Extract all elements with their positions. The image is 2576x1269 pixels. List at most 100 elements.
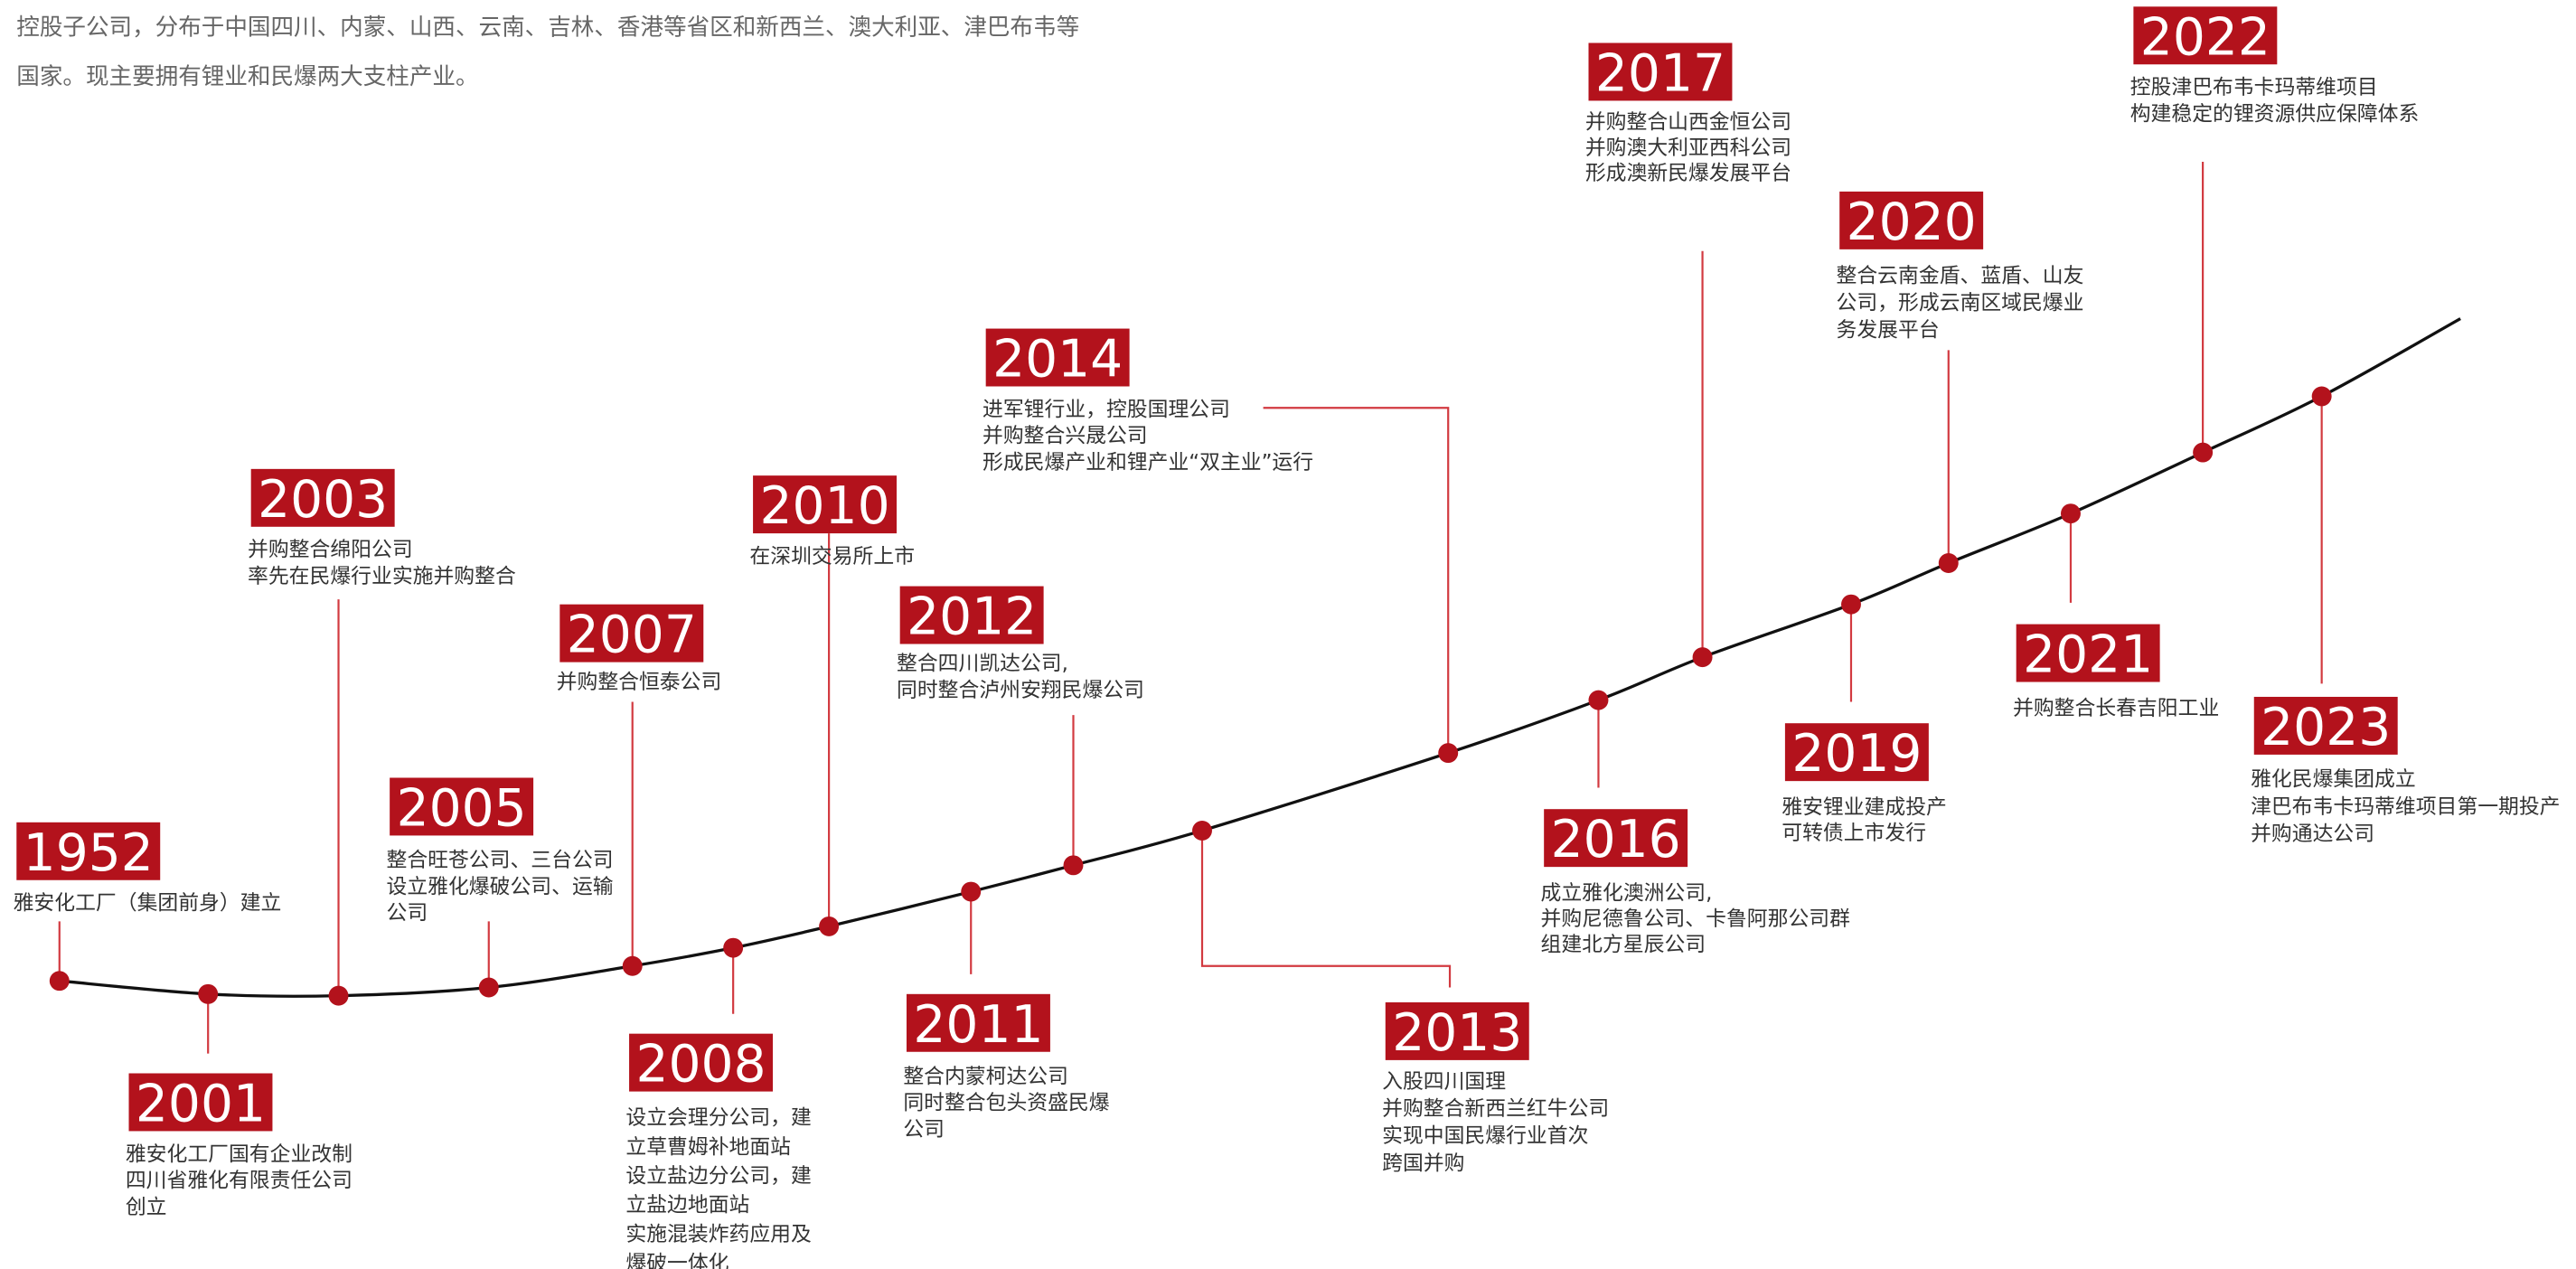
- event-desc: 设立雅化爆破公司、运输: [387, 875, 614, 898]
- event-desc: 雅安锂业建成投产: [1782, 796, 1947, 820]
- event-desc: 入股四川国理: [1382, 1070, 1506, 1094]
- event-desc: 实现中国民爆行业首次: [1382, 1124, 1588, 1148]
- event-desc: 创立: [126, 1196, 167, 1219]
- year-label: 2003: [258, 470, 388, 530]
- event-desc: 并购通达公司: [2251, 822, 2374, 846]
- year-label: 1952: [24, 823, 154, 883]
- event-desc: 跨国并购: [1382, 1152, 1464, 1175]
- year-label: 2023: [2261, 698, 2391, 757]
- year-box: [1839, 191, 1984, 249]
- event-desc: 雅化民爆集团成立: [2251, 768, 2416, 792]
- event-desc: 同时整合包头资盛民爆: [903, 1092, 1109, 1115]
- year-box: [629, 1033, 773, 1092]
- year-label: 2022: [2140, 7, 2270, 67]
- event-dot: [1692, 647, 1713, 668]
- event-desc: 设立会理分公司，建: [625, 1106, 811, 1130]
- event-desc: 并购整合绵阳公司: [248, 539, 413, 562]
- event-dot: [961, 881, 982, 902]
- event-desc: 公司，形成云南区域民爆业: [1837, 292, 2084, 315]
- year-label: 2007: [567, 606, 697, 665]
- year-label: 2021: [2023, 625, 2153, 685]
- year-label: 2014: [992, 330, 1123, 390]
- event-desc: 务发展平台: [1837, 319, 1940, 343]
- event-dot: [622, 955, 643, 976]
- event-dot: [819, 916, 840, 936]
- connector: [1200, 830, 1452, 988]
- year-box: [559, 604, 704, 663]
- year-box: [128, 1073, 273, 1132]
- event-dot: [2311, 386, 2332, 407]
- event-desc: 整合旺苍公司、三台公司: [387, 849, 614, 872]
- event-desc: 并购尼德鲁公司、卡鲁阿那公司群: [1541, 907, 1850, 931]
- year-label: 2001: [136, 1074, 266, 1133]
- year-box: [985, 328, 1130, 387]
- event-dot: [1588, 690, 1609, 710]
- event-desc: 立盐边地面站: [625, 1194, 749, 1217]
- year-box: [2016, 624, 2160, 682]
- event-dot: [723, 937, 744, 958]
- event-dot: [2193, 442, 2214, 463]
- year-label: 2019: [1791, 724, 1922, 784]
- intro-text: 控股子公司，分布于中国四川、内蒙、山西、云南、吉林、香港等省区和新西兰、澳大利亚…: [16, 14, 1079, 41]
- year-box: [250, 468, 395, 527]
- event-desc: 在深圳交易所上市: [749, 545, 915, 569]
- year-label: 2020: [1847, 193, 1977, 252]
- year-box: [2253, 696, 2398, 755]
- event-desc: 控股津巴布韦卡玛蒂维项目: [2130, 76, 2378, 99]
- event-dot: [1438, 743, 1459, 764]
- event-desc: 整合内蒙柯达公司: [903, 1065, 1068, 1088]
- event-desc: 设立盐边分公司，建: [625, 1164, 811, 1188]
- event-desc: 率先在民爆行业实施并购整合: [248, 565, 516, 588]
- event-dot: [1063, 855, 1084, 876]
- year-box: [2133, 6, 2278, 65]
- year-label: 2008: [635, 1035, 766, 1095]
- year-box: [899, 586, 1044, 644]
- event-desc: 进军锂行业，控股国理公司: [982, 398, 1230, 421]
- event-desc: 津巴布韦卡玛蒂维项目第一期投产: [2251, 795, 2560, 819]
- year-label: 2017: [1595, 43, 1725, 103]
- event-desc: 并购整合恒泰公司: [557, 671, 722, 694]
- year-box: [1385, 1001, 1529, 1060]
- year-label: 2011: [913, 995, 1043, 1055]
- event-desc: 雅安化工厂国有企业改制: [126, 1142, 353, 1166]
- year-box: [390, 777, 534, 836]
- year-box: [906, 993, 1050, 1052]
- event-desc: 并购整合长春吉阳工业: [2013, 697, 2219, 720]
- year-box: [1784, 723, 1929, 782]
- year-box: [16, 822, 161, 880]
- event-desc: 形成民爆产业和锂产业“双主业”运行: [982, 451, 1313, 475]
- connector: [1263, 407, 1450, 754]
- event-dot: [1841, 594, 1861, 615]
- event-desc: 形成澳新民爆发展平台: [1585, 162, 1791, 185]
- event-desc: 构建稳定的锂资源供应保障体系: [2130, 102, 2420, 126]
- event-dot: [2061, 503, 2081, 524]
- year-box: [753, 475, 898, 534]
- event-desc: 组建北方星辰公司: [1541, 933, 1706, 956]
- event-desc: 并购澳大利亚西科公司: [1585, 136, 1791, 160]
- event-dot: [49, 971, 70, 992]
- event-dot: [1192, 820, 1212, 841]
- year-box: [1544, 809, 1688, 868]
- event-desc: 立草曹姆补地面站: [625, 1135, 791, 1159]
- year-label: 2016: [1551, 810, 1681, 870]
- event-dot: [478, 977, 499, 998]
- event-desc: 雅安化工厂（集团前身）建立: [14, 892, 282, 916]
- event-desc: 并购整合兴晟公司: [982, 425, 1148, 448]
- event-desc: 成立雅化澳洲公司,: [1541, 882, 1713, 906]
- year-label: 2005: [397, 778, 527, 838]
- event-desc: 公司: [903, 1118, 945, 1142]
- year-label: 2013: [1392, 1003, 1522, 1063]
- year-box: [1588, 42, 1733, 101]
- event-desc: 并购整合新西兰红牛公司: [1382, 1097, 1609, 1121]
- event-desc: 公司: [387, 902, 428, 926]
- intro-text: 国家。现主要拥有锂业和民爆两大支柱产业。: [16, 63, 478, 90]
- year-label: 2012: [907, 588, 1037, 647]
- event-dot: [328, 985, 349, 1006]
- event-desc: 同时整合泸州安翔民爆公司: [897, 679, 1144, 702]
- event-desc: 爆破一体化: [625, 1252, 729, 1269]
- event-desc: 可转债上市发行: [1782, 822, 1926, 845]
- event-desc: 四川省雅化有限责任公司: [126, 1170, 353, 1193]
- event-desc: 实施混装炸药应用及: [625, 1223, 811, 1246]
